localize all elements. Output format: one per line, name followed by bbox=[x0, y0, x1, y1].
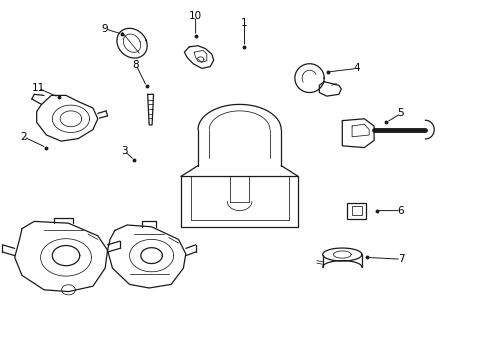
Text: 2: 2 bbox=[20, 132, 27, 142]
Text: 6: 6 bbox=[397, 206, 404, 216]
Text: 5: 5 bbox=[397, 108, 404, 118]
Text: 1: 1 bbox=[241, 18, 247, 28]
Text: 10: 10 bbox=[189, 11, 202, 21]
Text: 9: 9 bbox=[102, 24, 108, 34]
Text: 4: 4 bbox=[353, 63, 360, 73]
Text: 11: 11 bbox=[31, 83, 45, 93]
Text: 7: 7 bbox=[397, 254, 404, 264]
Text: 8: 8 bbox=[132, 60, 139, 70]
Text: 3: 3 bbox=[121, 146, 128, 156]
